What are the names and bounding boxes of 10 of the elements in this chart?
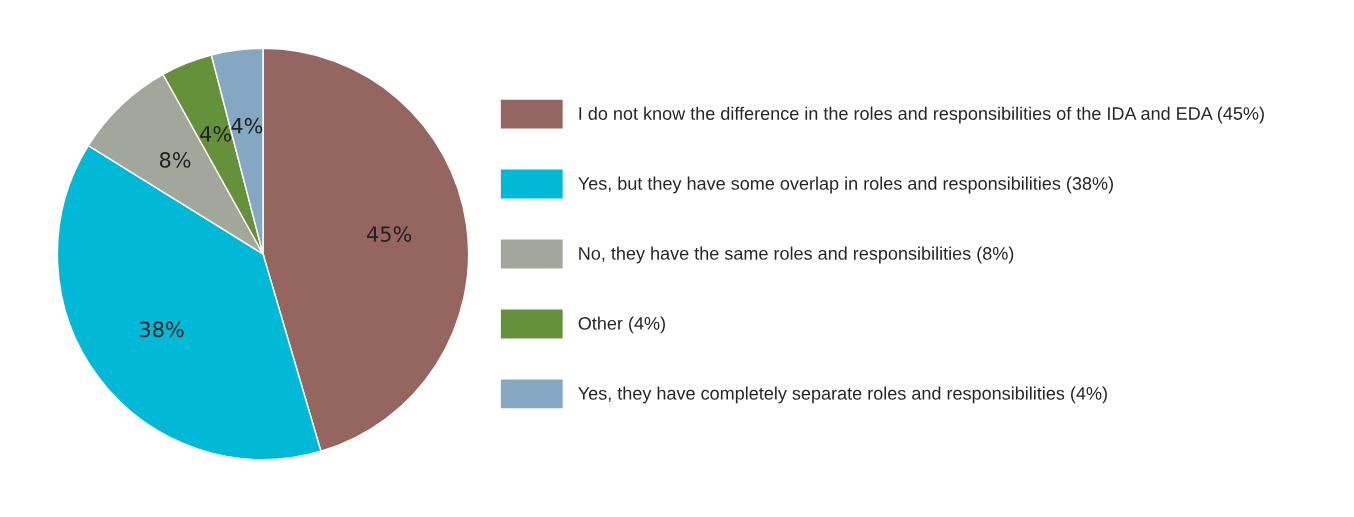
data-label: 38% bbox=[140, 321, 184, 338]
data-label: 8% bbox=[159, 152, 191, 168]
legend-label: No, they have the same roles and responsibilities (8%) bbox=[579, 246, 1014, 264]
data-label: 4% bbox=[231, 117, 263, 134]
data-label: 4% bbox=[200, 125, 231, 142]
legend-label: Other (4%) bbox=[578, 316, 665, 334]
data-label: 45% bbox=[367, 226, 412, 242]
legend-label: Yes, but they have some overlap in roles and responsibilities (38%) bbox=[578, 176, 1113, 194]
legend-label: Yes, they have completely separate roles and responsibilities (4%) bbox=[578, 386, 1107, 404]
legend-label: I do not know the difference in the roles and responsibilities of the IDA and EDA (45%) bbox=[579, 106, 1264, 124]
